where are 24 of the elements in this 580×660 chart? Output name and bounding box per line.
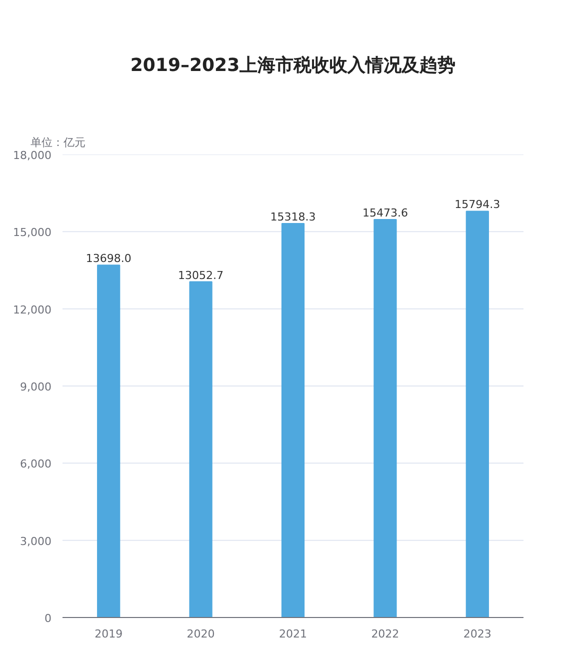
y-axis-title: 单位：亿元 [30,136,86,149]
data-label: 15794.3 [454,198,500,212]
bar [374,218,397,618]
bar [466,210,489,618]
x-tick-label: 2019 [94,628,123,640]
data-label: 13698.0 [86,252,132,266]
y-tick-label: 6,000 [20,458,52,471]
x-tick-label: 2020 [186,628,215,640]
y-tick-label: 0 [44,612,52,625]
bar [189,281,212,618]
bar [97,264,120,618]
y-tick-label: 9,000 [20,380,52,394]
bar [281,222,305,618]
x-tick-label: 2023 [463,628,492,640]
y-tick-label: 3,000 [20,534,52,548]
y-tick-label: 15,000 [13,226,52,240]
x-tick-label: 2021 [279,628,308,640]
data-label: 13052.7 [178,268,224,282]
y-tick-label: 12,000 [13,303,52,316]
x-tick-label: 2022 [371,628,400,640]
chart-title: 2019–2023上海市税收收入情况及趋势 [130,55,456,76]
y-tick-label: 18,000 [13,149,52,162]
data-label: 15318.3 [270,210,316,224]
data-label: 15473.6 [362,206,408,220]
